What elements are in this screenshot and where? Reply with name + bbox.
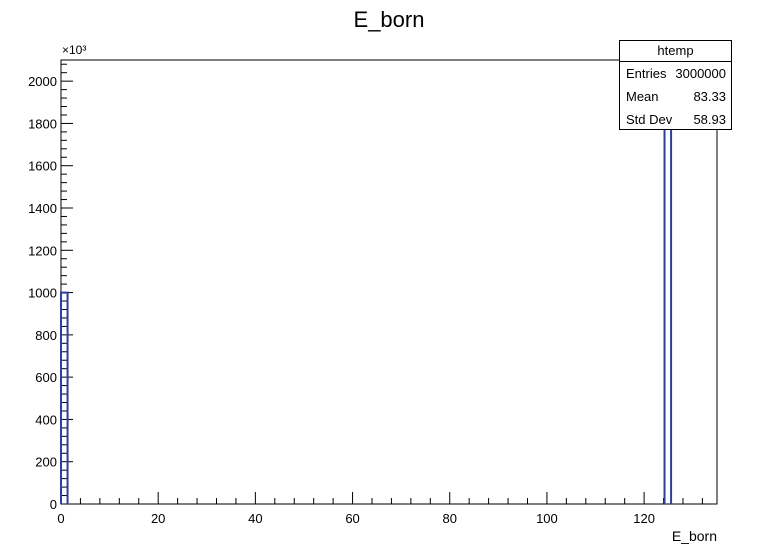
x-axis-label: E_born: [672, 528, 717, 544]
stats-stddev-label: Std Dev: [626, 112, 673, 127]
stats-entries-value: 3000000: [675, 66, 726, 81]
stats-row-mean: Mean 83.33: [620, 85, 731, 108]
y-tick-label: 1200: [28, 243, 57, 258]
stats-mean-value: 83.33: [693, 89, 726, 104]
y-tick-label: 1800: [28, 116, 57, 131]
stats-entries-label: Entries: [626, 66, 667, 81]
histogram-bars: [60, 80, 673, 504]
x-tick-label: 100: [536, 511, 558, 526]
y-tick-label: 400: [35, 412, 57, 427]
y-tick-label: 200: [35, 455, 57, 470]
y-tick-label: 2000: [28, 74, 57, 89]
stats-box: htemp Entries 3000000 Mean 83.33 Std Dev…: [619, 40, 732, 130]
stats-row-entries: Entries 3000000: [620, 62, 731, 85]
y-axis: 0 200 400 600 800 1000 1200 1400 1600 1800 2000: [28, 63, 73, 512]
x-tick-label: 20: [151, 511, 165, 526]
histogram-bar: [663, 80, 673, 504]
chart-title: E_born: [354, 7, 425, 32]
stats-row-stddev: Std Dev 58.93: [620, 108, 731, 131]
x-tick-label: 120: [633, 511, 655, 526]
x-axis: 0 20 40 60 80 100 120: [57, 492, 703, 526]
y-multiplier-label: ×10³: [62, 43, 86, 57]
plot-frame: [60, 59, 718, 505]
y-tick-label: 1000: [28, 286, 57, 301]
x-tick-label: 0: [57, 511, 64, 526]
stats-title: htemp: [620, 41, 731, 62]
x-tick-label: 80: [443, 511, 457, 526]
y-tick-label: 1600: [28, 159, 57, 174]
x-tick-label: 60: [345, 511, 359, 526]
y-tick-label: 1400: [28, 201, 57, 216]
y-tick-label: 600: [35, 370, 57, 385]
x-tick-label: 40: [248, 511, 262, 526]
stats-mean-label: Mean: [626, 89, 659, 104]
histogram-bar: [60, 291, 69, 504]
stats-stddev-value: 58.93: [693, 112, 726, 127]
y-tick-label: 0: [50, 497, 57, 512]
y-tick-label: 800: [35, 328, 57, 343]
